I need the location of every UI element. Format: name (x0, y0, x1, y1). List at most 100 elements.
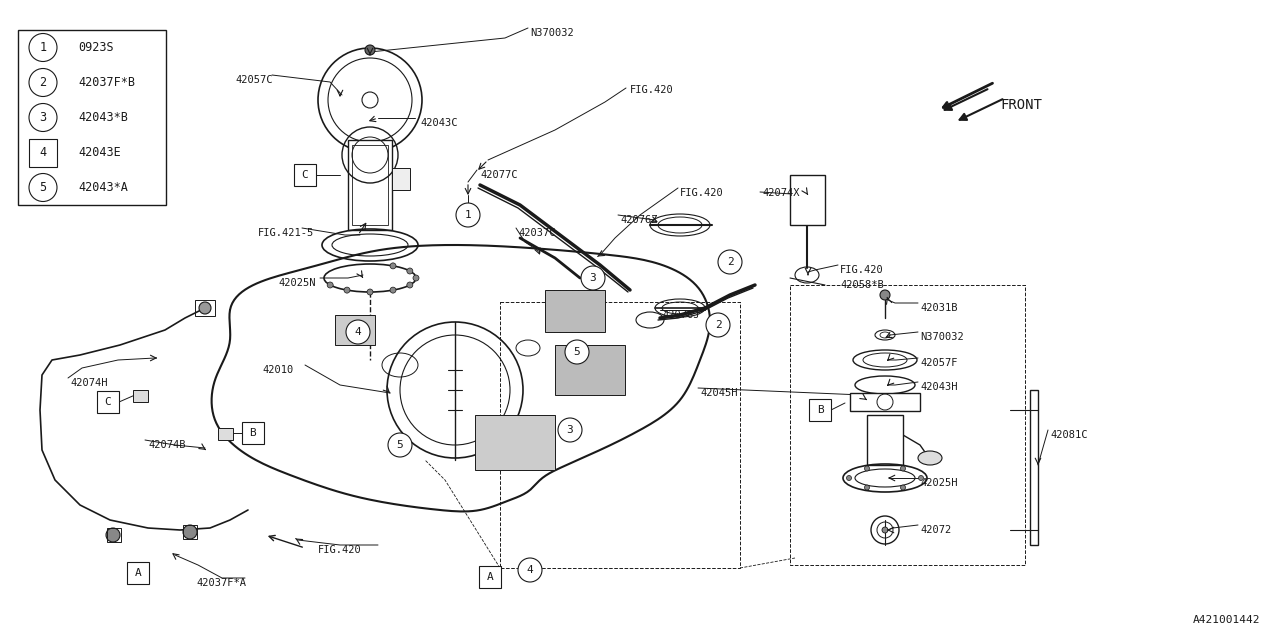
Text: 42076Z: 42076Z (620, 215, 658, 225)
Circle shape (864, 485, 869, 490)
Text: 2: 2 (40, 76, 46, 89)
Bar (335, 315, 375, 345)
Text: 42043E: 42043E (78, 146, 120, 159)
Bar (545, 290, 605, 332)
Text: 42043*A: 42043*A (78, 181, 128, 194)
Text: 42057C: 42057C (236, 75, 273, 85)
Text: 42037F*B: 42037F*B (78, 76, 134, 89)
Circle shape (390, 287, 396, 293)
Circle shape (346, 320, 370, 344)
Text: 5: 5 (573, 347, 580, 357)
Text: 42045H: 42045H (700, 388, 737, 398)
Circle shape (881, 290, 890, 300)
Text: 42025N: 42025N (278, 278, 315, 288)
Text: 3: 3 (567, 425, 573, 435)
Text: 42037F*A: 42037F*A (196, 578, 246, 588)
Circle shape (413, 275, 419, 281)
Bar (294, 164, 316, 186)
Circle shape (183, 525, 197, 539)
Text: 42076J: 42076J (662, 310, 699, 320)
Circle shape (29, 104, 58, 131)
Circle shape (344, 287, 349, 293)
Circle shape (407, 282, 413, 288)
Text: 42074H: 42074H (70, 378, 108, 388)
Bar (850, 393, 920, 411)
Bar (133, 390, 148, 402)
Bar (195, 300, 215, 316)
Circle shape (29, 173, 58, 202)
Circle shape (901, 466, 905, 471)
Circle shape (29, 68, 58, 97)
Text: A: A (134, 568, 141, 578)
Text: 1: 1 (40, 41, 46, 54)
Circle shape (328, 282, 333, 288)
Text: 42037C: 42037C (518, 228, 556, 238)
Bar (97, 391, 119, 413)
Text: 4: 4 (355, 327, 361, 337)
Text: FIG.420: FIG.420 (840, 265, 883, 275)
Bar (790, 175, 826, 225)
Bar (18, 30, 166, 205)
Bar (218, 428, 233, 440)
Bar (475, 415, 556, 470)
Text: 42025H: 42025H (920, 478, 957, 488)
Text: 5: 5 (397, 440, 403, 450)
Bar (809, 399, 831, 421)
Text: B: B (250, 428, 256, 438)
Text: FIG.420: FIG.420 (680, 188, 723, 198)
Text: 42043H: 42043H (920, 382, 957, 392)
Circle shape (882, 527, 888, 533)
Circle shape (407, 268, 413, 274)
Text: 42072: 42072 (920, 525, 951, 535)
Bar (127, 562, 148, 584)
Bar (392, 168, 410, 190)
Text: N370032: N370032 (920, 332, 964, 342)
Text: 42031B: 42031B (920, 303, 957, 313)
Bar (479, 566, 500, 588)
Ellipse shape (918, 451, 942, 465)
Circle shape (564, 340, 589, 364)
Circle shape (846, 476, 851, 481)
Text: C: C (302, 170, 308, 180)
Text: 5: 5 (40, 181, 46, 194)
Circle shape (456, 203, 480, 227)
Circle shape (518, 558, 541, 582)
Circle shape (388, 433, 412, 457)
Bar (352, 145, 388, 225)
Circle shape (919, 476, 923, 481)
Text: 1: 1 (465, 210, 471, 220)
Text: A421001442: A421001442 (1193, 615, 1260, 625)
Text: 42010: 42010 (262, 365, 293, 375)
Circle shape (558, 418, 582, 442)
Text: 42077C: 42077C (480, 170, 517, 180)
Text: 0923S: 0923S (78, 41, 114, 54)
Text: 2: 2 (714, 320, 722, 330)
Text: FIG.420: FIG.420 (317, 545, 362, 555)
Text: 4: 4 (40, 146, 46, 159)
Text: 4: 4 (526, 565, 534, 575)
Circle shape (718, 250, 742, 274)
Circle shape (367, 289, 372, 295)
Text: 42081C: 42081C (1050, 430, 1088, 440)
Text: 42043*B: 42043*B (78, 111, 128, 124)
Text: N370032: N370032 (530, 28, 573, 38)
Text: 42074X: 42074X (762, 188, 800, 198)
Bar (867, 415, 902, 465)
Circle shape (707, 313, 730, 337)
Circle shape (365, 45, 375, 55)
Text: FRONT: FRONT (1000, 98, 1042, 112)
Bar (183, 525, 197, 539)
Text: 42074B: 42074B (148, 440, 186, 450)
Text: FIG.420: FIG.420 (630, 85, 673, 95)
Text: FIG.421-5: FIG.421-5 (259, 228, 315, 238)
Bar (29, 138, 58, 166)
Text: B: B (817, 405, 823, 415)
Text: 2: 2 (727, 257, 733, 267)
Bar (1030, 390, 1038, 545)
Text: A: A (486, 572, 493, 582)
Bar (556, 345, 625, 395)
Circle shape (390, 263, 396, 269)
Bar (242, 422, 264, 444)
Circle shape (901, 485, 905, 490)
Circle shape (198, 302, 211, 314)
